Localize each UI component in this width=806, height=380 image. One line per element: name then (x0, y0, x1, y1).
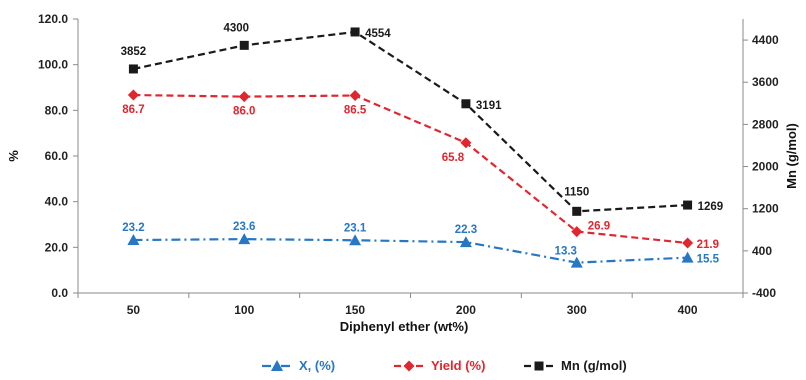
data-label: 65.8 (442, 152, 465, 164)
data-label: 3852 (121, 46, 147, 58)
data-point (349, 89, 361, 101)
x-tick-label: 300 (567, 303, 587, 317)
x-tick-label: 400 (678, 303, 698, 317)
y-tick-label: 100.0 (38, 58, 68, 72)
data-point (683, 200, 693, 210)
y2-tick-label: -400 (752, 286, 776, 300)
data-label: 86.7 (122, 104, 144, 116)
y2-tick-label: 4400 (752, 33, 779, 47)
legend-item: Mn (g/mol) (524, 358, 627, 373)
data-label: 23.6 (233, 221, 255, 233)
data-point (681, 251, 694, 263)
legend-marker (534, 361, 544, 371)
data-label: 13.3 (555, 246, 577, 258)
y2-tick-label: 1200 (752, 202, 779, 216)
data-label: 86.5 (344, 104, 367, 116)
series-1 (127, 89, 694, 249)
y-tick-label: 20.0 (45, 240, 69, 254)
x-tick-label: 150 (345, 303, 365, 317)
data-label: 1269 (698, 201, 724, 213)
y-tick-label: 60.0 (45, 149, 69, 163)
legend-item: X, (%) (262, 358, 335, 373)
data-label: 22.3 (455, 224, 477, 236)
y2-tick-label: 3600 (752, 75, 779, 89)
legend-label: Yield (%) (431, 358, 485, 373)
chart-series (127, 27, 694, 268)
data-label: 23.2 (122, 222, 144, 234)
data-point (239, 40, 249, 50)
y2-tick-label: 400 (752, 244, 772, 258)
y-tick-label: 40.0 (45, 195, 69, 209)
y-tick-label: 120.0 (38, 12, 68, 26)
x-tick-label: 200 (456, 303, 476, 317)
data-label: 1150 (564, 186, 589, 198)
data-label: 23.1 (344, 222, 367, 234)
x-tick-label: 50 (127, 303, 141, 317)
data-point (238, 233, 251, 245)
series-line (133, 238, 688, 264)
data-label: 3191 (476, 100, 502, 112)
data-label: 4554 (365, 28, 391, 40)
series-2 (128, 27, 693, 216)
data-point (127, 89, 139, 101)
legend-label: X, (%) (299, 358, 335, 373)
chart-legend: X, (%) Yield (%) Mn (g/mol) (262, 358, 627, 373)
data-point (572, 206, 582, 216)
data-label: 86.0 (233, 106, 255, 118)
data-point (128, 64, 138, 74)
series-0 (127, 233, 694, 268)
data-point (459, 236, 472, 248)
series-line (133, 30, 688, 213)
data-label: 4300 (223, 22, 249, 34)
data-label: 26.9 (588, 221, 610, 233)
y-axis-title: % (6, 150, 21, 162)
y2-tick-label: 2800 (752, 117, 779, 131)
legend-marker (403, 360, 415, 372)
legend-marker (271, 360, 283, 371)
chart-data-labels: 23.2 23.6 23.1 22.3 13.3 15.5 86.7 86.0 86.5 65.8… (121, 22, 724, 265)
legend-item: Yield (%) (394, 358, 485, 373)
data-point (349, 234, 362, 246)
chart-axes: 0.0 20.0 40.0 60.0 80.0 100.0 120.0 -400 400 1200… (38, 12, 779, 317)
x-axis-title: Diphenyl ether (wt%) (340, 319, 469, 334)
data-point (460, 137, 472, 149)
y2-tick-label: 2000 (752, 160, 779, 174)
y-tick-label: 80.0 (45, 103, 69, 117)
data-point (350, 27, 360, 37)
data-point (238, 91, 250, 103)
data-point (571, 226, 583, 238)
x-tick-label: 100 (234, 303, 254, 317)
data-point (127, 234, 140, 246)
data-label: 21.9 (697, 239, 719, 251)
data-point (570, 256, 583, 268)
y2-axis-title: Mn (g/mol) (784, 123, 799, 189)
data-point (682, 237, 694, 249)
data-point (461, 99, 471, 109)
y-tick-label: 0.0 (51, 286, 68, 300)
series-line (133, 93, 688, 245)
data-label: 15.5 (697, 254, 720, 266)
legend-label: Mn (g/mol) (561, 358, 627, 373)
